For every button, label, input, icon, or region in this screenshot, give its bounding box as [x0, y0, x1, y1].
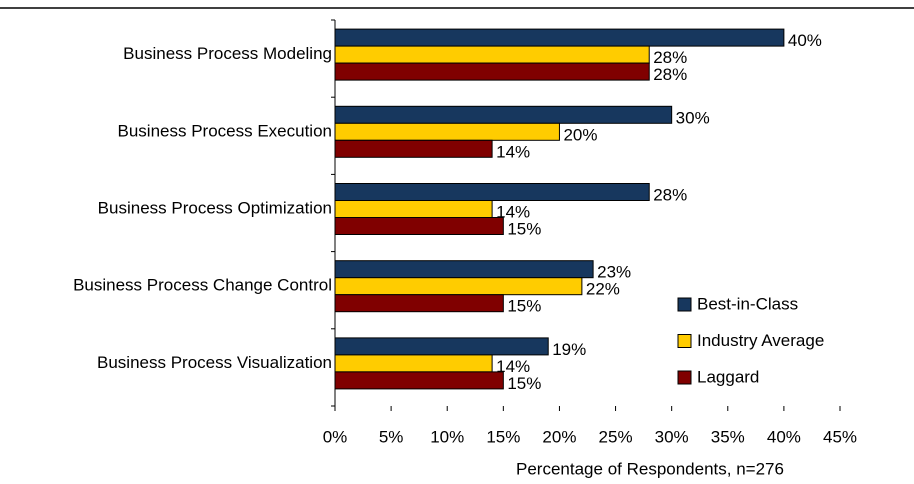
- data-label: 15%: [507, 374, 541, 393]
- legend-label: Laggard: [697, 367, 759, 386]
- x-tick-label: 40%: [767, 427, 801, 446]
- legend-swatch: [677, 297, 692, 312]
- y-tick-label: Business Process Execution: [118, 121, 333, 140]
- y-tick-label: Business Process Change Control: [73, 276, 332, 295]
- data-label: 28%: [653, 185, 687, 204]
- data-label: 23%: [597, 263, 631, 282]
- data-label: 40%: [788, 31, 822, 50]
- data-label: 14%: [496, 357, 530, 376]
- x-tick-label: 10%: [430, 427, 464, 446]
- x-tick-label: 25%: [599, 427, 633, 446]
- x-tick-label: 30%: [655, 427, 689, 446]
- data-label: 14%: [496, 142, 530, 161]
- data-label: 19%: [552, 340, 586, 359]
- bar: [334, 337, 549, 356]
- bar: [334, 105, 673, 124]
- x-tick-label: 5%: [379, 427, 404, 446]
- bar: [334, 122, 560, 141]
- legend-label: Industry Average: [697, 331, 824, 350]
- legend-swatch: [677, 370, 692, 385]
- legend-swatch: [677, 334, 692, 348]
- bar: [334, 260, 594, 279]
- x-tick-label: 45%: [823, 427, 857, 446]
- bar: [334, 354, 493, 373]
- bar: [334, 217, 504, 235]
- x-tick-label: 35%: [711, 427, 745, 446]
- data-label: 28%: [653, 48, 687, 67]
- bar: [334, 371, 504, 390]
- data-label: 22%: [586, 280, 620, 299]
- data-label: 14%: [496, 202, 530, 221]
- y-tick-label: Business Process Optimization: [98, 198, 332, 217]
- bar: [334, 277, 583, 296]
- data-label: 30%: [676, 108, 710, 127]
- bar: [334, 62, 650, 81]
- bar: [334, 45, 650, 64]
- data-label: 15%: [507, 297, 541, 316]
- x-tick-label: 0%: [323, 427, 348, 446]
- bar: [334, 183, 650, 201]
- data-label: 15%: [507, 219, 541, 238]
- bar: [334, 200, 493, 218]
- y-tick-label: Business Process Visualization: [97, 353, 332, 372]
- y-tick-label: Business Process Modeling: [123, 44, 332, 63]
- x-tick-label: 20%: [542, 427, 576, 446]
- data-label: 28%: [653, 65, 687, 84]
- bar: [334, 139, 493, 158]
- bar: [334, 294, 504, 313]
- x-tick-label: 15%: [486, 427, 520, 446]
- bar: [334, 28, 785, 47]
- data-label: 20%: [563, 125, 597, 144]
- x-axis-title: Percentage of Respondents, n=276: [516, 459, 784, 478]
- legend-label: Best-in-Class: [697, 294, 798, 313]
